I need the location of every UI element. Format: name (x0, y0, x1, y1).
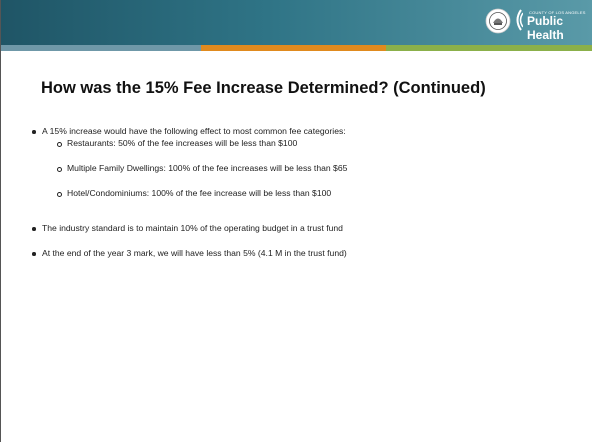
bullet-marker (32, 130, 36, 134)
bullet-marker (32, 252, 36, 256)
strip-orange (201, 45, 386, 51)
county-seal (485, 8, 511, 34)
color-strip (1, 45, 592, 51)
sub-text: Hotel/Condominiums: 100% of the fee incr… (67, 188, 332, 198)
sub-text: Multiple Family Dwellings: 100% of the f… (67, 163, 348, 173)
sub-text: Restaurants: 50% of the fee increases wi… (67, 138, 298, 148)
bullet-text: At the end of the year 3 mark, we will h… (42, 248, 347, 258)
sub-marker (57, 141, 62, 147)
strip-green (386, 45, 592, 51)
slide-title: How was the 15% Fee Increase Determined?… (41, 79, 486, 97)
bullet-text: The industry standard is to maintain 10%… (42, 223, 343, 233)
logo-mark (516, 9, 523, 31)
sub-marker (57, 166, 62, 172)
bullet-text: A 15% increase would have the following … (42, 126, 346, 136)
strip-blue (1, 45, 201, 51)
bullet-marker (32, 227, 36, 231)
logo-name: Public Health (527, 14, 564, 42)
logo-text: County of Los Angeles Public Health (519, 10, 592, 42)
sub-marker (57, 191, 62, 197)
logo-small: County of Los Angeles (529, 10, 586, 15)
